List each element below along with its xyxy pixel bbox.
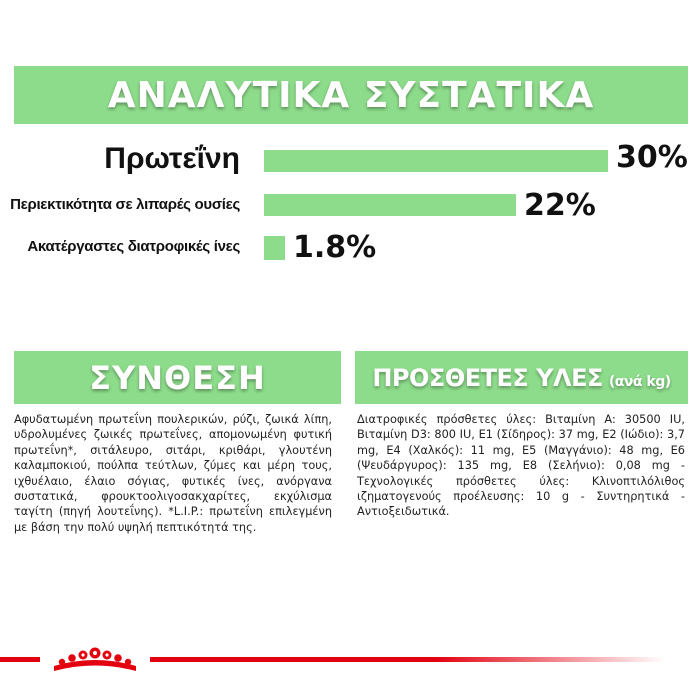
composition-header: ΣΥΝΘΕΣΗ [14, 351, 341, 404]
additives-title: ΠΡΟΣΘΕΤΕΣ ΥΛΕΣ [372, 363, 603, 392]
composition-text: Αφυδατωμένη πρωτεΐνη πουλερικών, ρύζι, ζ… [14, 413, 332, 534]
royal-canin-crown-icon [40, 647, 150, 671]
banner-title: ΑΝΑΛΥΤΙΚΑ ΣΥΣΤΑΤΙΚΑ [107, 74, 595, 116]
protein-label: Πρωτεΐνη [104, 142, 240, 175]
additives-header: ΠΡΟΣΘΕΤΕΣ ΥΛΕΣ (ανά kg) [355, 351, 688, 404]
composition-title: ΣΥΝΘΕΣΗ [89, 358, 266, 397]
additives-text: Διατροφικές πρόσθετες ύλες: Βιταμίνη A: … [357, 413, 685, 519]
fiber-value: 1.8% [293, 230, 377, 265]
footer-red-line [0, 657, 700, 662]
fat-label: Περιεκτικότητα σε λιπαρές ουσίες [10, 196, 240, 213]
fat-row: Περιεκτικότητα σε λιπαρές ουσίες 22% [0, 188, 700, 228]
protein-value: 30% [616, 140, 688, 175]
fiber-label: Ακατέργαστες διατροφικές ίνες [27, 238, 240, 255]
fiber-row: Ακατέργαστες διατροφικές ίνες 1.8% [0, 230, 700, 270]
fat-value: 22% [524, 188, 596, 223]
additives-subtitle: (ανά kg) [608, 373, 671, 390]
fiber-bar [264, 236, 285, 260]
analytical-constituents-banner: ΑΝΑΛΥΤΙΚΑ ΣΥΣΤΑΤΙΚΑ [14, 66, 688, 124]
protein-row: Πρωτεΐνη 30% [0, 140, 700, 180]
fat-bar [264, 194, 516, 216]
protein-bar [264, 150, 608, 172]
